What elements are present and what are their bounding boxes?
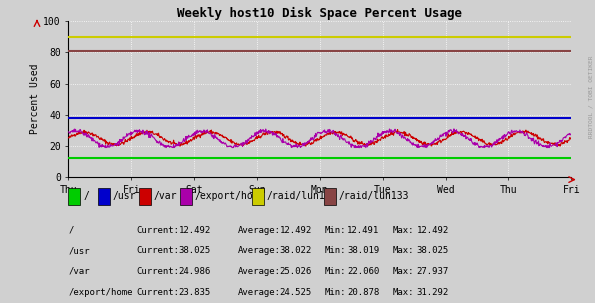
Text: /: /	[83, 191, 89, 201]
Text: Average:: Average:	[238, 288, 281, 297]
Text: 12.491: 12.491	[347, 226, 379, 235]
Text: 38.025: 38.025	[416, 246, 449, 255]
Text: RRDTOOL / TOBI OETIKER: RRDTOOL / TOBI OETIKER	[588, 56, 593, 138]
Text: Min:: Min:	[324, 226, 346, 235]
Text: 38.025: 38.025	[178, 246, 211, 255]
Text: 12.492: 12.492	[416, 226, 449, 235]
Text: 23.835: 23.835	[178, 288, 211, 297]
Text: Max:: Max:	[393, 246, 414, 255]
Text: Average:: Average:	[238, 226, 281, 235]
Text: Current:: Current:	[137, 226, 180, 235]
Text: Average:: Average:	[238, 267, 281, 276]
Text: /raid/lun133: /raid/lun133	[339, 191, 409, 201]
Text: Min:: Min:	[324, 288, 346, 297]
Text: 38.022: 38.022	[280, 246, 312, 255]
Text: 20.878: 20.878	[347, 288, 379, 297]
Text: 22.060: 22.060	[347, 267, 379, 276]
Text: Current:: Current:	[137, 288, 180, 297]
Text: Max:: Max:	[393, 288, 414, 297]
Text: Current:: Current:	[137, 246, 180, 255]
Title: Weekly host10 Disk Space Percent Usage: Weekly host10 Disk Space Percent Usage	[177, 7, 462, 20]
Text: 24.986: 24.986	[178, 267, 211, 276]
Text: 25.026: 25.026	[280, 267, 312, 276]
Text: /export/home: /export/home	[68, 288, 133, 297]
Text: /usr: /usr	[68, 246, 90, 255]
Y-axis label: Percent Used: Percent Used	[30, 64, 40, 135]
Text: Min:: Min:	[324, 246, 346, 255]
Text: /: /	[68, 226, 74, 235]
Text: Max:: Max:	[393, 226, 414, 235]
Text: Current:: Current:	[137, 267, 180, 276]
Text: 24.525: 24.525	[280, 288, 312, 297]
Text: 38.019: 38.019	[347, 246, 379, 255]
Text: 12.492: 12.492	[280, 226, 312, 235]
Text: 27.937: 27.937	[416, 267, 449, 276]
Text: /var: /var	[154, 191, 177, 201]
Text: /export/home: /export/home	[195, 191, 265, 201]
Text: Average:: Average:	[238, 246, 281, 255]
Text: Min:: Min:	[324, 267, 346, 276]
Text: Max:: Max:	[393, 267, 414, 276]
Text: /usr: /usr	[113, 191, 136, 201]
Text: /var: /var	[68, 267, 90, 276]
Text: 12.492: 12.492	[178, 226, 211, 235]
Text: /raid/lun132: /raid/lun132	[267, 191, 337, 201]
Text: 31.292: 31.292	[416, 288, 449, 297]
